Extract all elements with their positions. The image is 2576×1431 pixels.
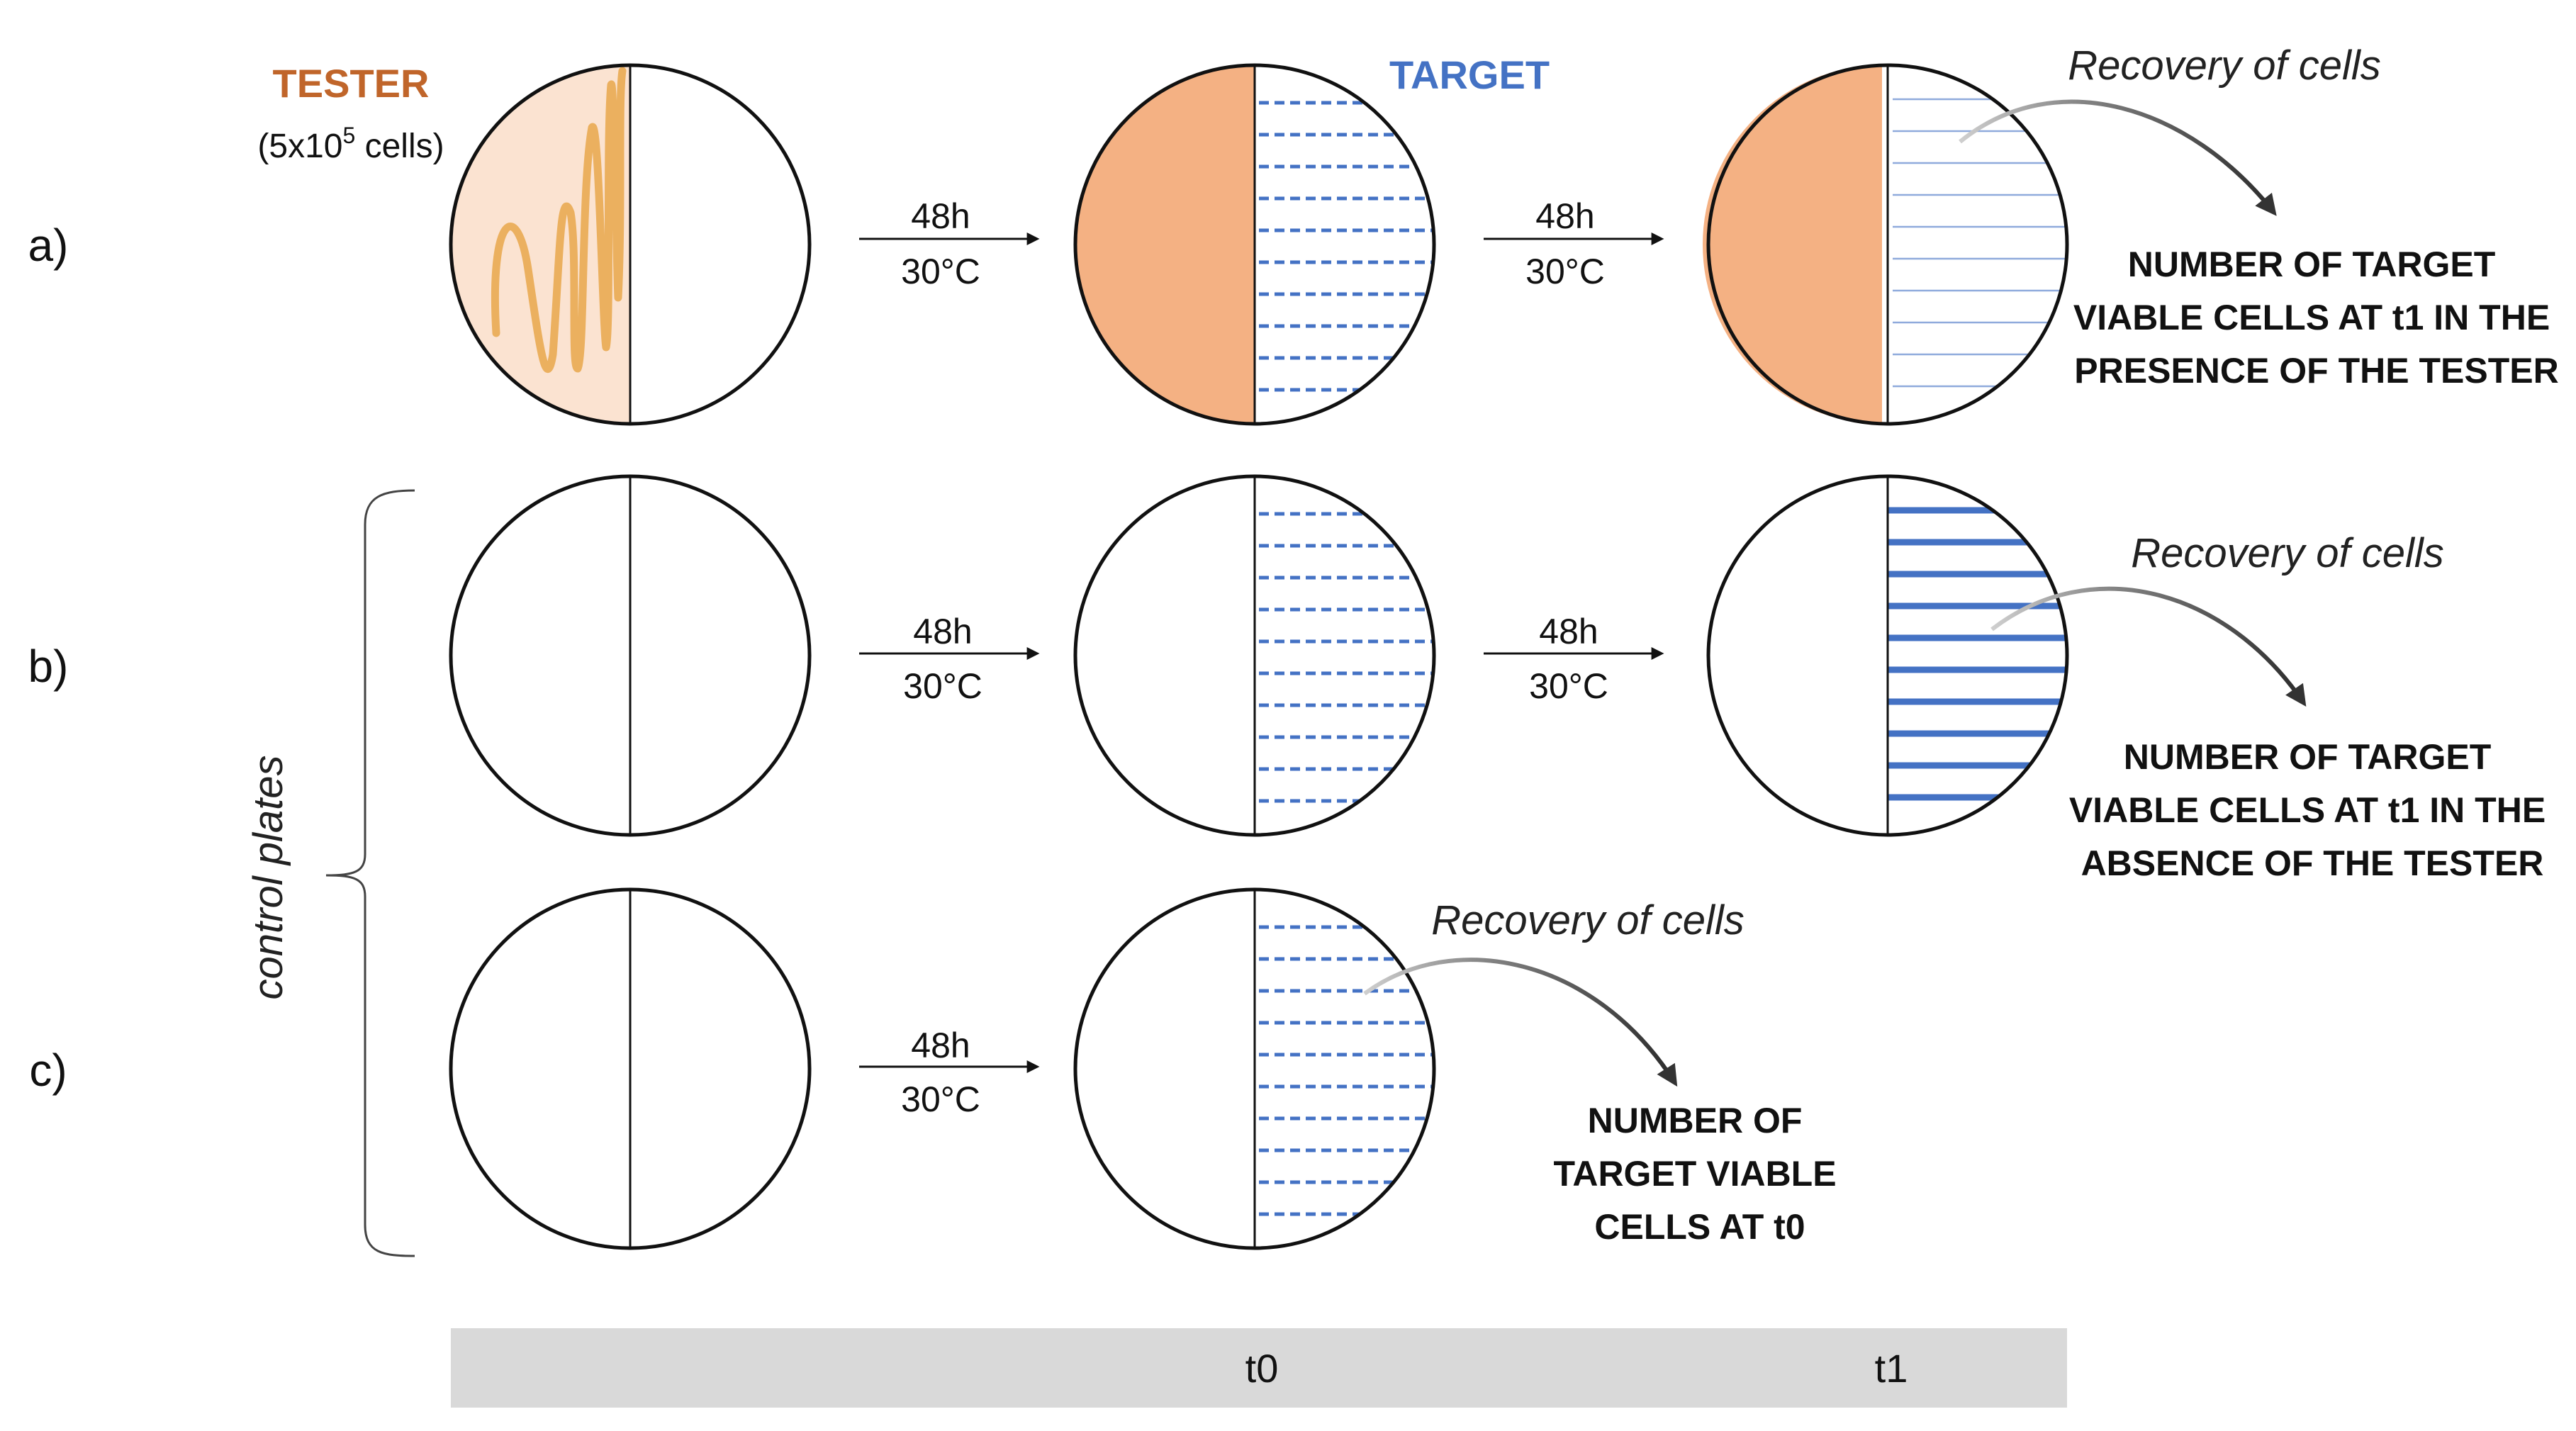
- plate-b-t0: [1073, 474, 1436, 837]
- target-streaks-dashed: [1259, 925, 1434, 1216]
- incubation-temp: 30°C: [1525, 252, 1605, 291]
- plate-a-t1: [1703, 63, 2069, 426]
- timeline-label-t0: t0: [1245, 1346, 1279, 1391]
- recovery-arrow-b: [1990, 586, 2307, 707]
- tester-title: TESTER: [273, 61, 430, 106]
- target-streaks-dashed: [1259, 512, 1434, 803]
- target-streaks-dashed: [1259, 101, 1434, 392]
- incubation-temp: 30°C: [903, 666, 982, 706]
- incubation-temp: 30°C: [901, 1079, 980, 1119]
- incubation-arrow-a1: 48h 30°C: [859, 196, 1040, 291]
- tester-cells-note: (5x105 cells): [257, 123, 444, 165]
- timeline-bar: [451, 1328, 2067, 1408]
- row-label-a: a): [28, 220, 69, 271]
- recovery-arrow-c: [1363, 958, 1678, 1087]
- tester-growth: [1075, 65, 1255, 424]
- timeline-label-t1: t1: [1875, 1346, 1908, 1391]
- plate-a-t0: [1073, 63, 1436, 426]
- plate-c-empty: [449, 887, 812, 1250]
- plate-b-empty: [449, 474, 812, 837]
- tester-growth: [1703, 65, 1882, 424]
- incubation-time: 48h: [911, 1026, 970, 1065]
- plate-a-tester: [449, 63, 812, 426]
- incubation-arrow-b2: 48h 30°C: [1484, 612, 1664, 706]
- target-title: TARGET: [1389, 52, 1550, 97]
- control-plates-brace: [325, 489, 415, 1257]
- incubation-arrow-a2: 48h 30°C: [1484, 196, 1664, 291]
- row-label-c: c): [29, 1045, 67, 1096]
- recovery-label-c: Recovery of cells: [1431, 897, 1745, 943]
- incubation-arrow-b1: 48h 30°C: [859, 612, 1040, 706]
- recovery-label-b: Recovery of cells: [2131, 530, 2444, 576]
- result-c: NUMBER OF TARGET VIABLE CELLS AT t0: [1554, 1101, 1847, 1247]
- row-label-b: b): [28, 641, 69, 692]
- incubation-time: 48h: [1539, 612, 1598, 651]
- plate-c-t0: [1073, 887, 1436, 1250]
- target-streaks-thin: [1893, 98, 2067, 388]
- plate-b-t1: [1706, 474, 2069, 837]
- incubation-arrow-c1: 48h 30°C: [859, 1026, 1040, 1119]
- target-streaks-bold: [1888, 507, 2067, 801]
- recovery-arrow-a: [1959, 99, 2277, 216]
- incubation-temp: 30°C: [901, 252, 980, 291]
- incubation-time: 48h: [1535, 196, 1594, 236]
- incubation-time: 48h: [913, 612, 972, 651]
- result-a: NUMBER OF TARGET VIABLE CELLS AT t1 IN T…: [2073, 245, 2560, 391]
- recovery-label-a: Recovery of cells: [2068, 43, 2381, 89]
- tester-streak: [491, 67, 627, 374]
- incubation-temp: 30°C: [1529, 666, 1608, 706]
- result-b: NUMBER OF TARGET VIABLE CELLS AT t1 IN T…: [2069, 737, 2555, 883]
- control-plates-label: control plates: [245, 756, 291, 1000]
- incubation-time: 48h: [911, 196, 970, 236]
